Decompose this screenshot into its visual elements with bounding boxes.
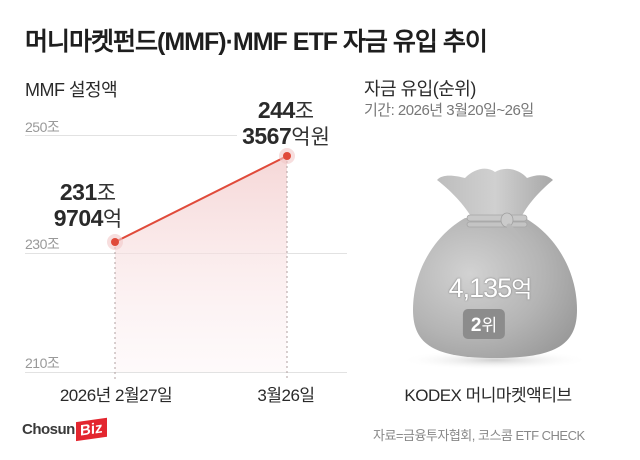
inflow-section-title: 자금 유입(순위): [364, 79, 476, 99]
gridline-210: [25, 372, 347, 373]
y-tick-210: 210조: [25, 355, 60, 371]
area-fill: [115, 156, 287, 372]
data-point-1: [111, 238, 119, 246]
rank-badge: 2위: [462, 309, 506, 339]
period-text: 기간: 2026년 3월20일~26일: [364, 102, 534, 119]
data-label-1: 231조 9704억: [53, 179, 123, 232]
gridline-250: [25, 135, 237, 136]
money-bag-icon: [400, 168, 590, 370]
chosunbiz-logo: Chosun Biz: [22, 417, 107, 442]
x-tick-2: 3월26일: [257, 386, 315, 405]
data-label-2: 244조 3567억원: [242, 97, 330, 150]
fund-name: KODEX 머니마켓액티브: [404, 386, 572, 405]
page-title: 머니마켓펀드(MMF)·MMF ETF 자금 유입 추이: [25, 28, 488, 56]
x-tick-1: 2026년 2월27일: [59, 386, 173, 405]
inflow-amount: 4,135억: [448, 273, 533, 303]
y-tick-230: 230조: [25, 236, 60, 252]
data-point-2: [283, 152, 291, 160]
y-tick-250: 250조: [25, 119, 60, 135]
logo-text-biz: Biz: [75, 417, 107, 442]
data-line: [114, 155, 288, 243]
chart-section-title: MMF 설정액: [25, 80, 118, 100]
source-credit: 자료=금융투자협회, 코스콤 ETF CHECK: [373, 428, 585, 443]
logo-text-chosun: Chosun: [22, 421, 75, 438]
